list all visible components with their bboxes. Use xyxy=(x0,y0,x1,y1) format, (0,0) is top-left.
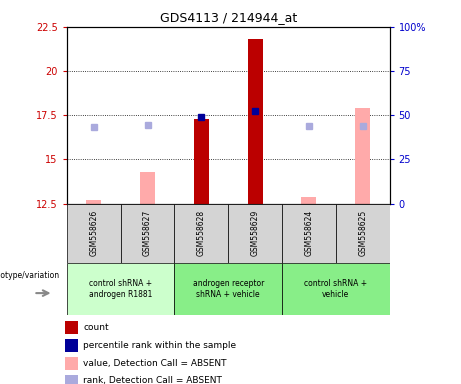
Bar xyxy=(65,357,78,369)
Bar xyxy=(336,204,390,263)
Bar xyxy=(301,197,316,204)
Text: GSM558628: GSM558628 xyxy=(197,210,206,257)
Text: count: count xyxy=(83,323,109,332)
Text: GSM558629: GSM558629 xyxy=(251,210,260,257)
Bar xyxy=(282,263,390,315)
Bar xyxy=(282,204,336,263)
Text: GSM558627: GSM558627 xyxy=(143,210,152,257)
Text: percentile rank within the sample: percentile rank within the sample xyxy=(83,341,236,350)
Bar xyxy=(65,339,78,352)
Text: control shRNA +
vehicle: control shRNA + vehicle xyxy=(304,279,367,299)
Bar xyxy=(65,321,78,334)
Bar xyxy=(140,172,155,204)
Bar xyxy=(194,119,209,204)
Text: GSM558625: GSM558625 xyxy=(358,210,367,257)
Bar xyxy=(174,263,282,315)
Bar xyxy=(65,374,78,384)
Text: rank, Detection Call = ABSENT: rank, Detection Call = ABSENT xyxy=(83,376,222,384)
Bar xyxy=(355,109,370,204)
Text: androgen receptor
shRNA + vehicle: androgen receptor shRNA + vehicle xyxy=(193,279,264,299)
Bar xyxy=(86,200,101,204)
Text: GSM558626: GSM558626 xyxy=(89,210,98,257)
Bar xyxy=(174,204,228,263)
Bar xyxy=(67,204,121,263)
Text: control shRNA +
androgen R1881: control shRNA + androgen R1881 xyxy=(89,279,152,299)
Text: value, Detection Call = ABSENT: value, Detection Call = ABSENT xyxy=(83,359,227,368)
Title: GDS4113 / 214944_at: GDS4113 / 214944_at xyxy=(160,11,297,24)
Text: genotype/variation: genotype/variation xyxy=(0,271,60,280)
Text: GSM558624: GSM558624 xyxy=(304,210,313,257)
Bar xyxy=(228,204,282,263)
Bar xyxy=(121,204,174,263)
Bar xyxy=(67,263,174,315)
Bar xyxy=(248,39,263,204)
